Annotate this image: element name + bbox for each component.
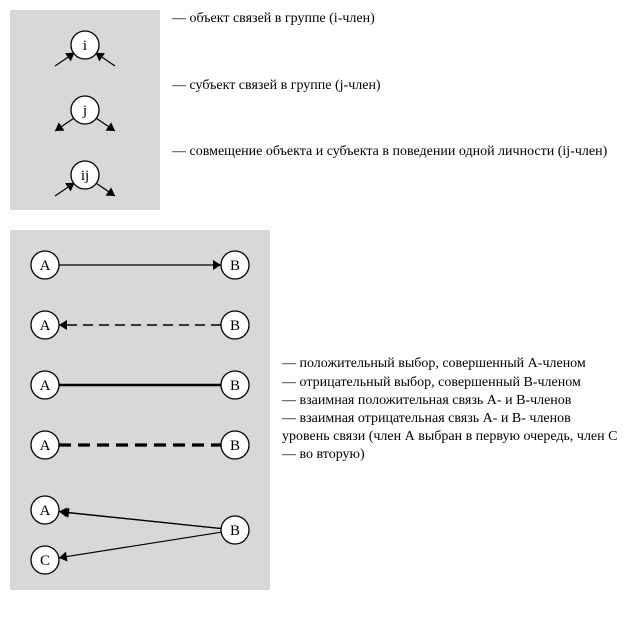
svg-text:A: A [40,378,51,394]
legend-section-1: ijij — объект связей в группе (i-член)— … [10,10,627,210]
svg-text:j: j [82,103,87,119]
svg-text:ij: ij [81,168,89,184]
svg-text:A: A [40,438,51,454]
legend-desc: — совмещение объекта и субъекта в поведе… [160,143,627,210]
legend-desc: — взаимная положительная связь А- и В-чл… [270,392,627,410]
desc-column-1: — объект связей в группе (i-член)— субъе… [160,10,627,210]
svg-text:A: A [40,318,51,334]
legend-desc: — отрицательный выбор, совершенный В-чле… [270,374,627,392]
diagram-svg-1: ijij [10,10,160,210]
panel-2: A B A B A B A B A B C [10,230,270,590]
svg-text:B: B [230,438,240,454]
svg-text:B: B [230,378,240,394]
legend-desc: уровень связи (член А выбран в первую оч… [270,428,627,464]
svg-text:C: C [40,553,50,569]
svg-text:A: A [40,258,51,274]
legend-desc: — объект связей в группе (i-член) [160,10,627,77]
legend-desc: — положительный выбор, совершенный А-чле… [270,355,627,373]
legend-section-2: A B A B A B A B A B C — положительный выбор, совер… [10,230,627,590]
svg-text:i: i [83,38,87,54]
legend-desc: — субъект связей в группе (j-член) [160,77,627,144]
svg-text:B: B [230,258,240,274]
panel-1: ijij [10,10,160,210]
desc-column-2: — положительный выбор, совершенный А-чле… [270,355,627,464]
svg-text:B: B [230,523,240,539]
legend-desc: — взаимная отрицательная связь А- и В- ч… [270,410,627,428]
diagram-svg-2: A B A B A B A B A B C [10,230,270,590]
svg-text:B: B [230,318,240,334]
svg-text:A: A [40,503,51,519]
